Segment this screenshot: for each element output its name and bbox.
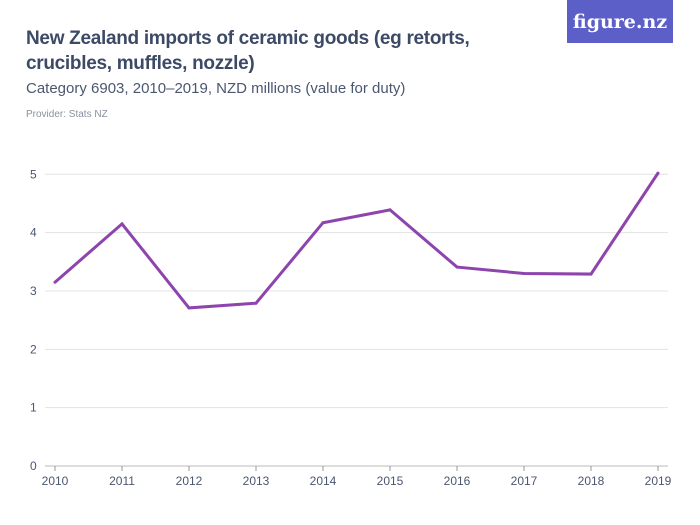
x-tick-label: 2018 <box>578 474 605 488</box>
data-point[interactable] <box>187 306 191 310</box>
y-tick-label: 4 <box>30 226 37 240</box>
y-tick-label: 3 <box>30 284 37 298</box>
data-point[interactable] <box>254 301 258 305</box>
provider-label: Provider: Stats NZ <box>26 109 108 120</box>
x-tick-label: 2019 <box>645 474 672 488</box>
x-tick-label: 2014 <box>310 474 337 488</box>
x-tick-label: 2013 <box>243 474 270 488</box>
data-point[interactable] <box>53 280 57 284</box>
data-point[interactable] <box>656 171 660 175</box>
y-tick-label: 1 <box>30 401 37 415</box>
series-line <box>54 172 660 310</box>
x-tick-label: 2015 <box>377 474 404 488</box>
data-point[interactable] <box>522 271 526 275</box>
y-tick-label: 2 <box>30 342 37 356</box>
data-point[interactable] <box>589 272 593 276</box>
data-point[interactable] <box>120 222 124 226</box>
x-tick-label: 2016 <box>444 474 471 488</box>
chart-title: New Zealand imports of ceramic goods (eg… <box>26 28 470 74</box>
figure-nz-logo[interactable]: figure.nz <box>567 0 673 43</box>
x-tick-label: 2012 <box>176 474 203 488</box>
y-tick-label: 5 <box>30 167 37 181</box>
data-point[interactable] <box>321 221 325 225</box>
chart-subtitle: Category 6903, 2010–2019, NZD millions (… <box>26 80 406 97</box>
data-point[interactable] <box>455 265 459 269</box>
y-tick-label: 0 <box>30 459 37 473</box>
x-tick-label: 2011 <box>109 474 135 488</box>
data-point[interactable] <box>388 208 392 212</box>
x-tick-label: 2017 <box>511 474 538 488</box>
x-tick-label: 2010 <box>42 474 69 488</box>
